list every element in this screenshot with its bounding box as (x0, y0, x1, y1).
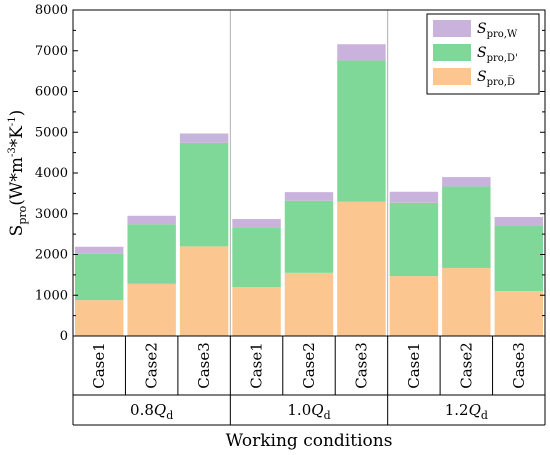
y-axis: 0 1000 2000 3000 4000 5000 6000 7000 8000 (35, 3, 545, 344)
x-tick-label: Case1 (405, 342, 423, 389)
group-label: 1.0Qd (287, 401, 330, 422)
bar-segment-2 (284, 200, 334, 273)
x-axis-category-table: Case1 Case2 Case3 Case1 Case2 Case3 Case1 Case2… (72, 336, 546, 426)
x-tick-label: Case3 (510, 342, 528, 389)
group-separators (229, 10, 389, 336)
bar-segment-1 (232, 287, 281, 336)
bar-segment-3 (284, 192, 334, 201)
bar-segment-3 (494, 217, 543, 226)
bar-segment-3 (442, 177, 491, 187)
legend-swatch (433, 20, 471, 37)
y-tick-label: 5000 (35, 125, 68, 140)
legend-swatch (433, 44, 471, 61)
bar-segment-3 (179, 133, 229, 143)
group-label: 0.8Qd (130, 401, 173, 422)
legend-label: Spro,D̅ (477, 69, 515, 88)
y-tick-label: 2000 (35, 248, 68, 263)
bar-segment-1 (284, 272, 334, 336)
x-tick-label: Case2 (143, 342, 161, 389)
x-tick-label: Case1 (248, 342, 266, 389)
bar-segment-3 (337, 44, 386, 61)
y-tick-label: 6000 (35, 85, 68, 100)
bar-segment-1 (389, 276, 439, 336)
x-tick-label: Case3 (352, 342, 370, 389)
bar-segment-1 (75, 300, 124, 336)
x-tick-label: Case2 (300, 342, 318, 389)
bar-segment-2 (127, 224, 176, 284)
bar-segment-2 (232, 227, 281, 288)
group-label: 1.2Qd (445, 401, 488, 422)
y-tick-label: 3000 (35, 207, 68, 222)
bar-segment-1 (494, 291, 543, 336)
y-tick-label: 7000 (35, 44, 68, 59)
bar-segment-1 (337, 201, 386, 336)
bar-segment-2 (75, 253, 124, 301)
legend: Spro,W Spro,D' Spro,D̅ (426, 13, 540, 95)
bar-segment-2 (179, 142, 229, 247)
plot-frame (72, 9, 546, 337)
bar-segment-2 (442, 186, 491, 268)
legend-label: Spro,D' (477, 45, 518, 64)
legend-swatch (433, 68, 471, 85)
bar-segment-3 (232, 219, 281, 228)
bar-segment-3 (75, 246, 124, 254)
bar-segment-1 (179, 246, 229, 336)
bar-segment-3 (127, 215, 176, 225)
y-axis-title-text: Spro(W*m-3*K-1) (7, 110, 29, 237)
legend-label: Spro,W (477, 21, 518, 40)
x-tick-label: Case1 (90, 342, 108, 389)
x-tick-label: Case2 (457, 342, 475, 389)
y-tick-label: 8000 (35, 3, 68, 18)
bar-segment-1 (442, 267, 491, 336)
bar-segment-1 (127, 283, 176, 336)
y-axis-title: Spro(W*m-3*K-1) (7, 110, 29, 237)
y-tick-label: 1000 (35, 288, 68, 303)
bar-segment-2 (494, 225, 543, 292)
bar-segment-2 (337, 60, 386, 202)
bars (75, 44, 543, 336)
y-tick-label: 4000 (35, 166, 68, 181)
x-axis-title: Working conditions (226, 431, 393, 451)
bar-segment-2 (389, 202, 439, 277)
y-tick-label: 0 (60, 329, 68, 344)
x-tick-label: Case3 (195, 342, 213, 389)
bar-segment-3 (389, 191, 439, 203)
